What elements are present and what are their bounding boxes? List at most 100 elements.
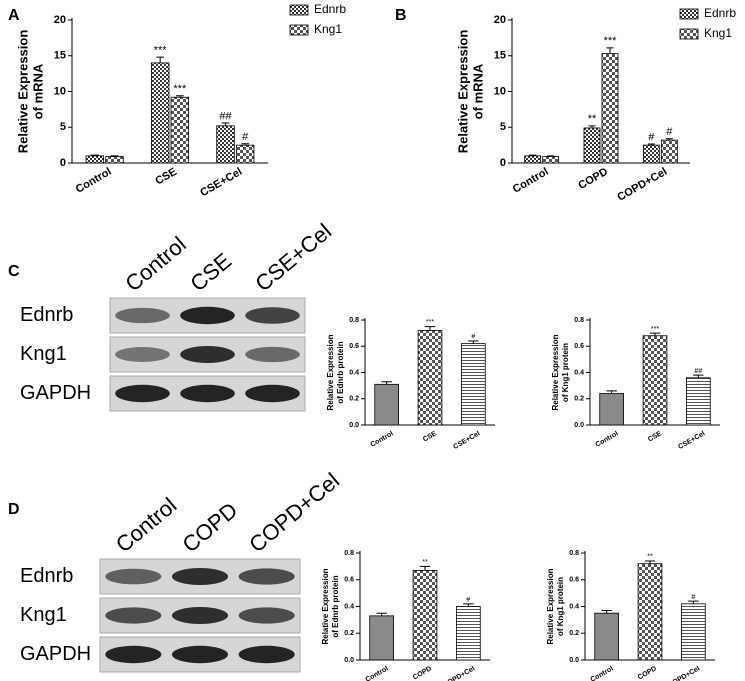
error-bar <box>644 560 656 564</box>
x-tick-label: Control <box>365 665 390 681</box>
significance-label: # <box>666 126 673 138</box>
bar <box>542 156 560 164</box>
error-bar <box>241 143 250 146</box>
blot-band <box>245 346 300 363</box>
x-tick-label: COPD <box>637 665 658 681</box>
y-axis-label: of mRNA <box>30 63 45 119</box>
y-tick-label: 0.0 <box>344 657 354 664</box>
bar <box>235 144 255 164</box>
blot-band <box>238 607 295 624</box>
y-tick-label: 0.0 <box>574 422 584 429</box>
error-bar <box>221 122 230 126</box>
blot-band <box>172 567 228 586</box>
significance-label: ** <box>422 559 428 566</box>
bar <box>594 612 619 661</box>
y-tick-label: 15 <box>54 50 66 62</box>
y-axis-label: Relative Expression <box>455 30 470 154</box>
y-axis-label: of Kng1 protein <box>556 577 565 636</box>
error-bar <box>649 332 661 336</box>
y-axis-label: Relative Expression <box>326 334 335 410</box>
blot-band <box>245 307 300 324</box>
bar <box>456 606 481 661</box>
x-tick-label: CSE+Cel <box>452 430 481 451</box>
x-tick-label: COPD+Cel <box>615 166 669 204</box>
y-tick-label: 0.6 <box>574 343 584 350</box>
error-bar <box>529 154 537 156</box>
bar <box>170 96 190 164</box>
blot-band <box>238 645 295 664</box>
error-bar <box>547 155 555 157</box>
panel-label: A <box>8 7 20 24</box>
error-bar <box>468 340 479 344</box>
y-tick-label: 0.2 <box>344 630 354 637</box>
blot-band <box>180 345 235 364</box>
blot-band <box>180 306 235 325</box>
significance-label: # <box>242 131 249 143</box>
x-tick-label: CSE <box>647 430 663 443</box>
blot-band <box>245 384 300 403</box>
error-bar <box>175 95 184 98</box>
protein-label: Kng1 <box>20 604 67 626</box>
bar <box>601 53 619 164</box>
blot-band <box>172 606 228 625</box>
panel-label: D <box>8 501 20 518</box>
y-tick-label: 0.6 <box>344 577 354 584</box>
error-bar <box>110 155 119 157</box>
significance-label: # <box>648 131 655 143</box>
protein-label: Kng1 <box>20 343 67 365</box>
y-tick-label: 0.2 <box>574 396 584 403</box>
error-bar <box>588 125 596 128</box>
y-axis-label: Relative Expression <box>551 334 560 410</box>
bar <box>637 563 663 661</box>
blot-band <box>105 568 162 585</box>
blot-band <box>172 645 228 664</box>
blot-band <box>105 607 162 624</box>
y-tick-label: 0.6 <box>349 343 359 350</box>
error-bar <box>665 138 673 141</box>
error-bar <box>688 600 699 604</box>
y-tick-label: 0.8 <box>349 317 359 324</box>
y-axis-label: Relative Expression <box>546 568 555 644</box>
blot-band <box>115 347 170 362</box>
y-axis-label: of Ednrb protein <box>336 341 345 403</box>
y-tick-label: 0.4 <box>569 603 579 610</box>
y-tick-label: 15 <box>494 50 506 62</box>
error-bar <box>647 143 655 146</box>
x-tick-label: COPD <box>412 665 433 681</box>
bar <box>642 335 668 426</box>
error-bar <box>90 154 99 156</box>
blot-band <box>180 384 235 403</box>
bar <box>412 569 438 661</box>
significance-label: ## <box>219 110 232 122</box>
bar <box>599 393 624 426</box>
y-tick-label: 10 <box>494 85 506 97</box>
significance-label: # <box>466 596 470 603</box>
bar <box>461 343 486 426</box>
x-tick-label: Control <box>370 430 395 449</box>
significance-label: # <box>471 334 475 341</box>
significance-label: *** <box>154 44 168 56</box>
significance-label: ## <box>694 368 702 375</box>
y-tick-label: 5 <box>60 121 66 133</box>
y-tick-label: 0.4 <box>349 369 359 376</box>
legend-swatch <box>289 4 309 16</box>
bar <box>374 383 399 426</box>
bar <box>686 377 711 426</box>
bar <box>681 603 706 661</box>
x-tick-label: Control <box>595 430 620 449</box>
panel-label: C <box>8 263 20 280</box>
bar <box>660 139 678 164</box>
error-bar <box>601 610 612 614</box>
lane-label: COPD <box>178 497 243 557</box>
legend-label: Kng1 <box>704 26 732 40</box>
blot-band <box>238 568 295 585</box>
protein-label: GAPDH <box>20 382 91 404</box>
y-tick-label: 0.8 <box>569 550 579 557</box>
significance-label: *** <box>651 326 659 333</box>
x-tick-label: COPD <box>576 166 610 192</box>
significance-label: # <box>691 594 695 601</box>
error-bar <box>376 612 387 616</box>
error-bar <box>606 390 617 394</box>
panel-label: B <box>395 7 407 24</box>
